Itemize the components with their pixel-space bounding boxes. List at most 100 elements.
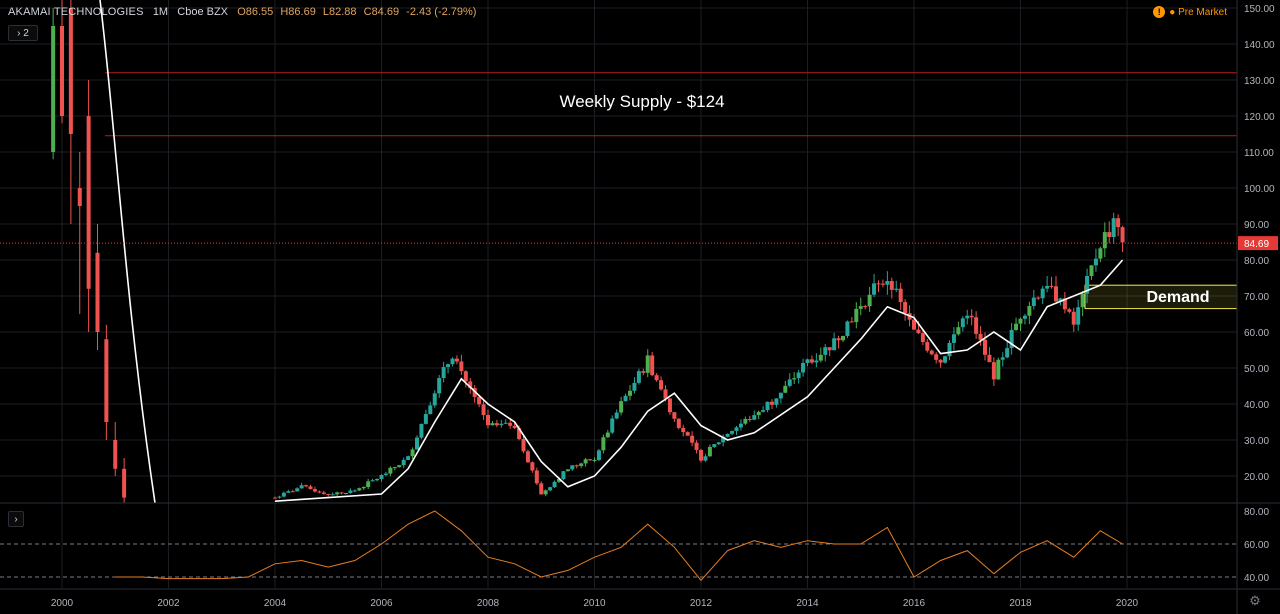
candle-body (1022, 315, 1027, 319)
candle-body (1102, 232, 1107, 249)
candle-body (863, 306, 868, 308)
candle-body (761, 410, 766, 412)
candle-body (721, 436, 726, 443)
candle-body (823, 347, 828, 355)
candle-body (304, 485, 309, 487)
candle-body (703, 456, 708, 461)
candle-body (805, 359, 810, 363)
candle-body (645, 355, 650, 373)
premarket-indicator[interactable]: ! ● Pre Market (1153, 6, 1227, 18)
interval-label[interactable]: 1M (152, 6, 169, 18)
candle-body (548, 487, 553, 491)
candle-body (991, 362, 996, 380)
candle-body (738, 423, 743, 428)
candle-body (574, 465, 579, 467)
candle-body (370, 480, 375, 482)
demand-annotation: Demand (1146, 289, 1209, 306)
candle-body (1027, 305, 1032, 316)
candle-body (676, 418, 681, 428)
candle-body (437, 378, 442, 394)
price-tick-label: 70.00 (1244, 292, 1269, 303)
time-tick-label: 2008 (477, 598, 500, 609)
candle-body (534, 470, 539, 484)
candle-body (441, 367, 446, 379)
candle-body (770, 401, 774, 405)
candle-body (912, 319, 916, 330)
candle-body (880, 283, 885, 285)
candle-body (725, 433, 730, 437)
time-tick-label: 2020 (1116, 598, 1139, 609)
price-tick-label: 30.00 (1244, 436, 1269, 447)
candle-body (832, 338, 837, 351)
candle-body (659, 380, 664, 390)
settings-gear-icon[interactable]: ⚙ (1249, 593, 1261, 608)
candle-body (1040, 288, 1045, 299)
candle-body (570, 465, 575, 470)
candle-body (778, 392, 783, 399)
candle-body (557, 479, 561, 482)
candle-body (1058, 298, 1063, 302)
candle-body (885, 281, 890, 285)
candle-body (472, 388, 477, 398)
candle-body (1098, 248, 1103, 259)
candle-body (752, 415, 757, 420)
candle-body (561, 471, 566, 480)
high-label: H (280, 6, 289, 18)
candle-body (410, 449, 415, 457)
candle-body (1120, 227, 1125, 243)
candle-body (512, 425, 517, 429)
candle-body (406, 456, 411, 460)
candle-body (383, 473, 388, 475)
candle-body (956, 327, 961, 335)
candle-body (916, 329, 921, 334)
close-label: C (363, 6, 372, 18)
candle-body (947, 342, 952, 357)
candle-body (428, 405, 433, 415)
candle-body (481, 404, 486, 416)
price-tick-label: 80.00 (1244, 256, 1269, 267)
candle-body (330, 494, 335, 496)
candle-body (667, 398, 672, 413)
candle-body (827, 347, 832, 351)
rsi-pane-toggle-button[interactable]: › (8, 511, 24, 527)
candle-body (934, 354, 939, 360)
candle-body (809, 359, 814, 363)
candle-body (601, 437, 606, 451)
candle-body (841, 335, 845, 341)
candle-body (650, 355, 655, 376)
candle-body (60, 26, 64, 116)
price-tick-label: 120.00 (1244, 112, 1275, 123)
price-tick-label: 90.00 (1244, 220, 1269, 231)
close-value: 84.69 (371, 6, 400, 18)
candle-body (104, 339, 109, 422)
candle-body (872, 283, 877, 295)
candle-body (672, 412, 677, 419)
candle-body (539, 483, 544, 495)
candle-body (845, 321, 850, 336)
price-tick-label: 20.00 (1244, 472, 1269, 483)
candle-body (508, 422, 513, 426)
candle-body (1111, 218, 1116, 237)
candle-body (792, 378, 797, 380)
candle-body (51, 26, 56, 152)
candle-body (699, 449, 703, 461)
high-value: 86.69 (288, 6, 316, 18)
price-tick-label: 100.00 (1244, 184, 1275, 195)
price-tick-label: 40.00 (1244, 400, 1269, 411)
candle-body (965, 315, 970, 319)
candle-body (122, 468, 127, 498)
indicators-toggle-button[interactable]: › 2 (8, 25, 38, 41)
candle-body (1045, 285, 1050, 289)
candle-body (960, 318, 965, 328)
premarket-label: ● Pre Market (1169, 6, 1227, 18)
moving-average-line-early (99, 0, 156, 504)
low-label: L (322, 6, 330, 18)
candle-body (308, 486, 313, 490)
candle-body (1036, 297, 1041, 299)
candle-body (796, 372, 801, 379)
candle-body (734, 427, 739, 432)
candle-body (361, 486, 366, 489)
candle-body (583, 459, 588, 464)
price-tick-label: 50.00 (1244, 364, 1269, 375)
